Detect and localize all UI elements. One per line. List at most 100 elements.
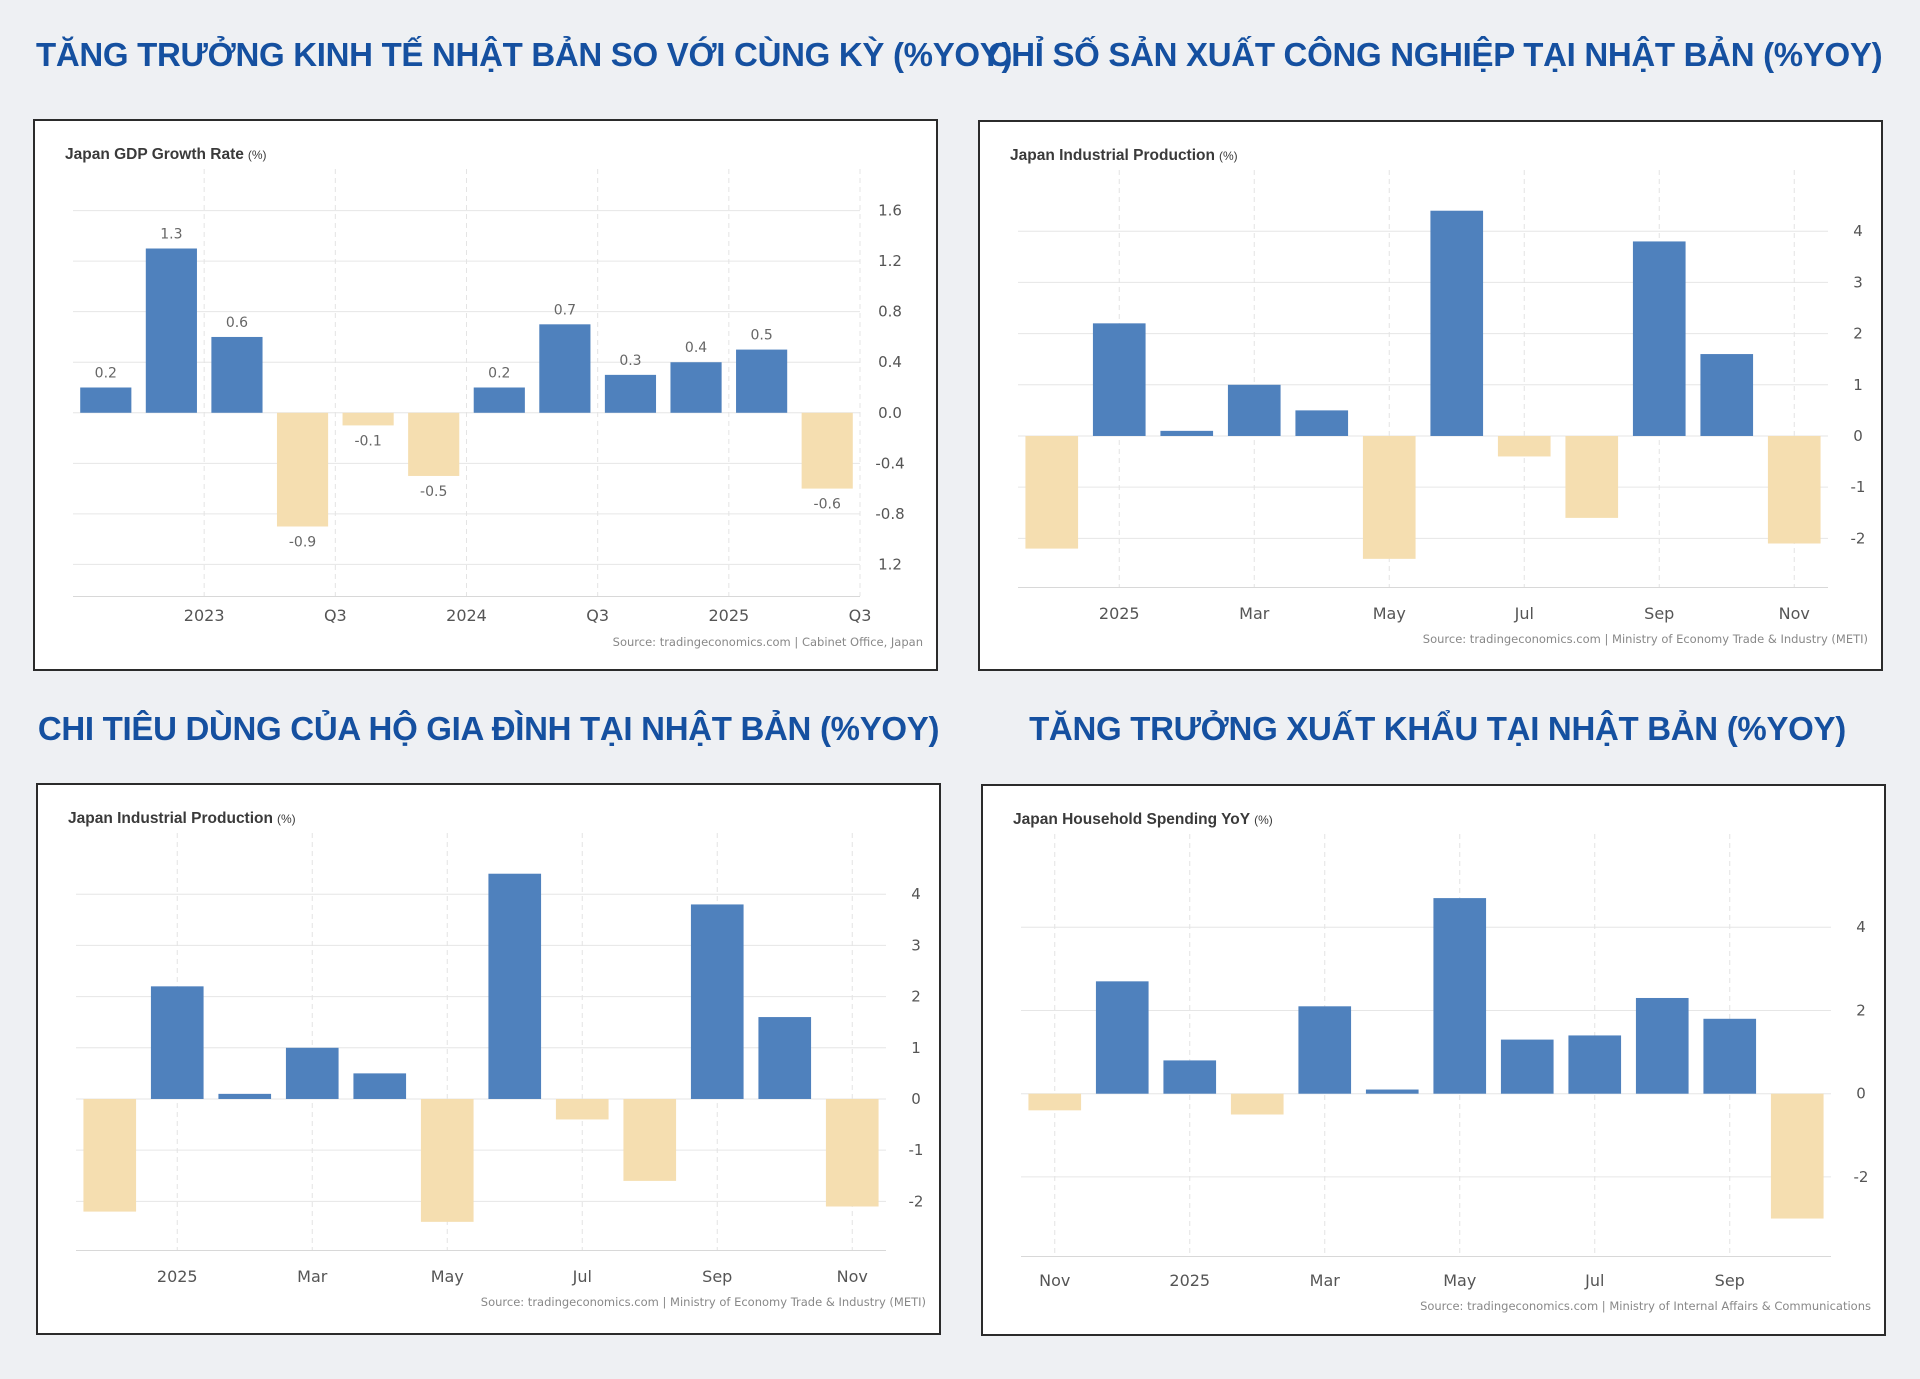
gdp-chart: Japan GDP Growth Rate (%) 1.6 1.2 0.8 0.4 0.0 -… bbox=[65, 146, 923, 649]
bar bbox=[218, 1093, 272, 1099]
bar bbox=[604, 374, 657, 413]
section-title-gdp: TĂNG TRƯỞNG KINH TẾ NHẬT BẢN SO VỚI CÙNG… bbox=[36, 36, 1013, 73]
chart-panel-gdp: Japan GDP Growth Rate (%) 1.6 1.2 0.8 0.4 0.0 -… bbox=[33, 119, 938, 671]
bar bbox=[1565, 435, 1619, 518]
data-label: -0.9 bbox=[289, 535, 316, 551]
chart-title: Japan Industrial Production (%) bbox=[68, 810, 296, 827]
export-growth-chart: Japan Household Spending YoY (%) 4 2 0 -2 Nov 2… bbox=[1013, 811, 1871, 1313]
y-tick-label: -2 bbox=[909, 1192, 924, 1210]
source-note: Source: tradingeconomics.com | Cabinet O… bbox=[613, 635, 923, 649]
bar bbox=[488, 873, 542, 1099]
x-tick-label: Nov bbox=[837, 1267, 868, 1286]
bar bbox=[1430, 210, 1484, 436]
data-label: 0.4 bbox=[685, 340, 707, 356]
y-tick-label: 3 bbox=[1853, 273, 1863, 291]
data-label: 0.2 bbox=[488, 366, 510, 382]
x-tick-label: 2025 bbox=[1169, 1271, 1210, 1290]
x-tick-label: May bbox=[1443, 1271, 1476, 1290]
chart-title-unit: (%) bbox=[1254, 813, 1273, 827]
data-label: -0.5 bbox=[420, 484, 447, 500]
data-label: 0.3 bbox=[619, 353, 641, 369]
bar bbox=[1433, 898, 1487, 1094]
bar bbox=[555, 1098, 609, 1120]
y-tick-label: 1.2 bbox=[878, 252, 902, 270]
bar bbox=[1163, 1060, 1217, 1094]
bar bbox=[145, 248, 197, 413]
household-spending-chart: Japan Industrial Production (%) 4 3 2 1 0 -1 -2 2… bbox=[68, 810, 926, 1309]
y-tick-label: 4 bbox=[1856, 918, 1866, 936]
y-tick-label: -0.4 bbox=[875, 454, 904, 472]
chart-panel-household-spending: Japan Industrial Production (%) 4 3 2 1 0 -1 -2 2… bbox=[36, 783, 941, 1335]
y-tick-label: -1 bbox=[909, 1141, 924, 1159]
y-tick-label: 1.2 bbox=[878, 555, 902, 573]
y-tick-label: -2 bbox=[1854, 1168, 1869, 1186]
y-tick-label: 0.0 bbox=[878, 404, 902, 422]
bar bbox=[825, 1098, 879, 1207]
bar bbox=[758, 1017, 812, 1099]
bar bbox=[211, 336, 263, 413]
x-tick-label: Mar bbox=[1239, 604, 1270, 623]
y-tick-label: 2 bbox=[1853, 325, 1863, 343]
y-tick-label: 0.4 bbox=[878, 353, 902, 371]
x-tick-label: 2023 bbox=[184, 606, 225, 625]
bar bbox=[342, 412, 394, 426]
bar bbox=[1095, 981, 1149, 1094]
bar bbox=[473, 387, 525, 413]
chart-title-unit: (%) bbox=[277, 812, 296, 826]
bar bbox=[1700, 354, 1754, 436]
bar bbox=[150, 986, 204, 1099]
x-tick-label: Q3 bbox=[849, 606, 872, 625]
bar bbox=[1568, 1035, 1622, 1094]
chart-title: Japan Industrial Production (%) bbox=[1010, 147, 1238, 164]
bar bbox=[1500, 1039, 1554, 1094]
bar bbox=[1298, 1006, 1352, 1094]
x-tick-label: Sep bbox=[1715, 1271, 1745, 1290]
y-tick-label: 0 bbox=[1856, 1085, 1866, 1103]
section-title-export-growth: TĂNG TRƯỞNG XUẤT KHẨU TẠI NHẬT BẢN (%YOY… bbox=[1029, 710, 1846, 747]
bar bbox=[801, 412, 853, 489]
x-tick-label: 2025 bbox=[708, 606, 749, 625]
bar bbox=[670, 362, 722, 413]
x-tick-label: 2024 bbox=[446, 606, 487, 625]
x-tick-label: Jul bbox=[1514, 604, 1534, 623]
section-title-industrial-production: CHỈ SỐ SẢN XUẤT CÔNG NGHIỆP TẠI NHẬT BẢN… bbox=[987, 36, 1883, 73]
y-tick-label: 0.8 bbox=[878, 303, 902, 321]
bar bbox=[690, 904, 744, 1099]
y-tick-label: -2 bbox=[1851, 529, 1866, 547]
y-tick-label: 0 bbox=[1853, 427, 1863, 445]
chart-title-text: Japan GDP Growth Rate bbox=[65, 146, 244, 163]
bar bbox=[83, 1098, 137, 1212]
bar bbox=[736, 349, 788, 413]
x-tick-label: Mar bbox=[297, 1267, 328, 1286]
bar bbox=[420, 1098, 474, 1222]
bar bbox=[1028, 1093, 1082, 1111]
x-tick-label: May bbox=[1373, 604, 1406, 623]
source-note: Source: tradingeconomics.com | Ministry … bbox=[1420, 1299, 1871, 1313]
x-tick-label: Nov bbox=[1779, 604, 1810, 623]
source-note: Source: tradingeconomics.com | Ministry … bbox=[481, 1295, 926, 1309]
bar bbox=[539, 324, 591, 413]
x-tick-label: Mar bbox=[1310, 1271, 1341, 1290]
data-label: -0.1 bbox=[354, 433, 381, 449]
bar bbox=[1230, 1093, 1284, 1115]
x-tick-label: Q3 bbox=[586, 606, 609, 625]
x-tick-label: Jul bbox=[572, 1267, 592, 1286]
bar bbox=[408, 412, 460, 476]
y-tick-label: 4 bbox=[1853, 222, 1863, 240]
data-label: -0.6 bbox=[814, 497, 841, 513]
data-label: 0.6 bbox=[226, 315, 248, 331]
x-tick-label: 2025 bbox=[1099, 604, 1140, 623]
y-tick-label: 3 bbox=[911, 936, 921, 954]
x-tick-label: May bbox=[431, 1267, 464, 1286]
y-tick-label: 2 bbox=[911, 988, 921, 1006]
data-label: 0.2 bbox=[95, 366, 117, 382]
y-tick-label: 4 bbox=[911, 885, 921, 903]
bar bbox=[1632, 241, 1686, 436]
x-tick-label: Jul bbox=[1584, 1271, 1604, 1290]
bar bbox=[353, 1073, 407, 1099]
x-tick-label: Sep bbox=[1644, 604, 1674, 623]
chart-title-text: Japan Household Spending YoY bbox=[1013, 811, 1251, 828]
bar bbox=[623, 1098, 677, 1181]
bar bbox=[1703, 1018, 1757, 1094]
x-tick-label: Nov bbox=[1039, 1271, 1070, 1290]
